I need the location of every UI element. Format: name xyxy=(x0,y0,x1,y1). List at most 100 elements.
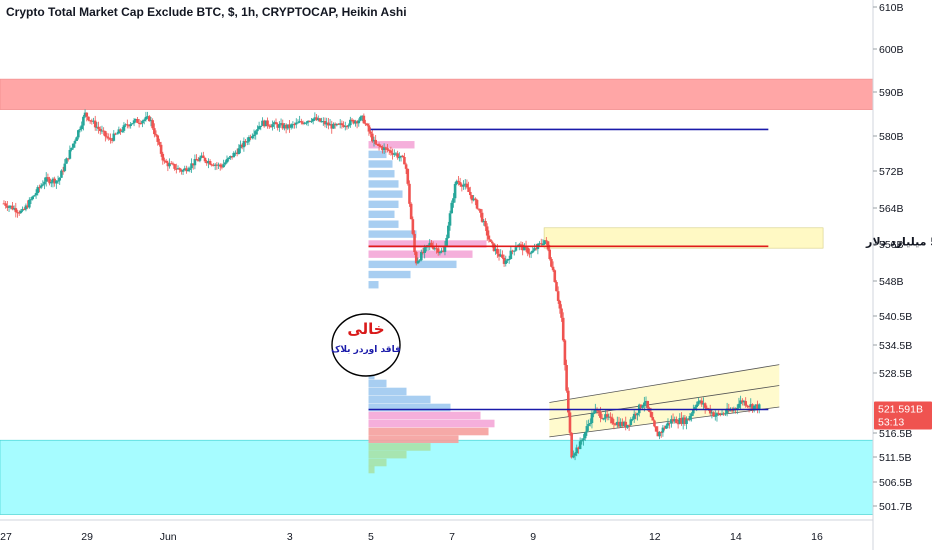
candle-body xyxy=(137,122,141,124)
candle-body xyxy=(208,161,212,165)
candle-body xyxy=(365,123,369,126)
candle-body xyxy=(514,247,518,251)
last-price-countdown: 53:13 xyxy=(878,417,904,429)
candle-body xyxy=(705,407,709,409)
candle-body xyxy=(659,432,663,434)
candle-body xyxy=(139,123,143,125)
candle-body xyxy=(690,413,693,417)
candle-body xyxy=(531,250,535,253)
candle-body xyxy=(355,121,359,124)
candle-body xyxy=(235,152,239,155)
candle-body xyxy=(12,208,16,210)
candle-body xyxy=(48,178,51,184)
candle-body xyxy=(414,252,418,264)
candle-body xyxy=(534,248,538,250)
channel-upper-line xyxy=(549,364,780,403)
candle-body xyxy=(710,412,714,414)
candle-body xyxy=(31,196,34,200)
candle-body xyxy=(129,124,132,126)
candle-body xyxy=(712,412,715,417)
candle-body xyxy=(609,416,612,418)
candle-body xyxy=(61,170,65,172)
candle-body xyxy=(703,403,707,408)
candle-body xyxy=(643,402,646,406)
candle-body xyxy=(364,123,367,125)
volume-profile-bar xyxy=(368,419,495,428)
candle-body xyxy=(487,235,491,240)
candle-body xyxy=(702,403,705,405)
resistance-zone xyxy=(0,78,874,110)
candle-body xyxy=(431,246,435,249)
candle-body xyxy=(55,180,58,184)
candle-body xyxy=(463,183,467,185)
price-tick-label: 534.5B xyxy=(879,340,912,352)
candle-body xyxy=(634,413,638,416)
candle-body xyxy=(60,170,63,178)
candle-body xyxy=(185,168,188,172)
candle-body xyxy=(430,242,433,247)
candle-body xyxy=(539,243,543,245)
candle-body xyxy=(191,163,195,166)
candle-body xyxy=(678,417,682,424)
candle-body xyxy=(477,208,481,210)
candle-body xyxy=(744,401,747,406)
candle-body xyxy=(169,163,173,165)
candle-body xyxy=(41,184,45,186)
candle-body xyxy=(614,424,617,426)
candle-body xyxy=(371,133,374,142)
volume-profile-bar xyxy=(368,150,387,159)
candle-body xyxy=(588,423,592,425)
candle-body xyxy=(492,243,496,251)
price-tick-label: 501.7B xyxy=(879,501,912,513)
candle-body xyxy=(273,122,276,125)
candle-body xyxy=(384,147,388,149)
candle-body xyxy=(126,124,129,126)
candle-body xyxy=(220,166,224,168)
candle-body xyxy=(457,180,460,183)
candle-body xyxy=(465,183,469,188)
candle-body xyxy=(610,417,614,424)
candle-body xyxy=(109,138,112,140)
candle-body xyxy=(627,424,631,426)
bubble-ellipse xyxy=(331,313,401,377)
candle-body xyxy=(36,187,40,194)
candle-body xyxy=(44,177,48,182)
volume-profile-bar xyxy=(368,210,395,218)
candle-body xyxy=(624,421,628,428)
volume-profile-bar xyxy=(368,395,431,404)
candle-body xyxy=(392,153,396,155)
candle-body xyxy=(239,144,242,149)
candle-body xyxy=(580,440,584,442)
candle-body xyxy=(29,199,33,201)
candle-body xyxy=(619,421,622,427)
candle-body xyxy=(575,447,579,454)
candle-body xyxy=(82,116,85,126)
candle-body xyxy=(16,212,19,214)
volume-profile-bar xyxy=(368,458,387,467)
candle-body xyxy=(413,233,416,253)
candle-body xyxy=(345,126,349,128)
candle-body xyxy=(467,187,470,192)
candle-body xyxy=(266,120,269,126)
candle-body xyxy=(19,210,23,213)
candle-body xyxy=(276,124,279,128)
candle-body xyxy=(242,141,246,148)
support-zone xyxy=(0,439,874,515)
candle-body xyxy=(298,121,301,123)
candle-body xyxy=(156,135,160,142)
candle-body xyxy=(83,112,87,117)
price-tick-label: 580B xyxy=(879,131,904,143)
candle-body xyxy=(39,185,43,188)
candle-body xyxy=(119,129,122,132)
candle-body xyxy=(663,427,666,429)
candle-body xyxy=(739,400,742,404)
candle-body xyxy=(443,245,447,252)
candle-body xyxy=(271,124,274,127)
candle-body xyxy=(560,308,563,318)
candle-body xyxy=(644,400,648,403)
candle-body xyxy=(715,413,719,416)
candle-body xyxy=(14,208,18,213)
candle-body xyxy=(651,417,655,421)
